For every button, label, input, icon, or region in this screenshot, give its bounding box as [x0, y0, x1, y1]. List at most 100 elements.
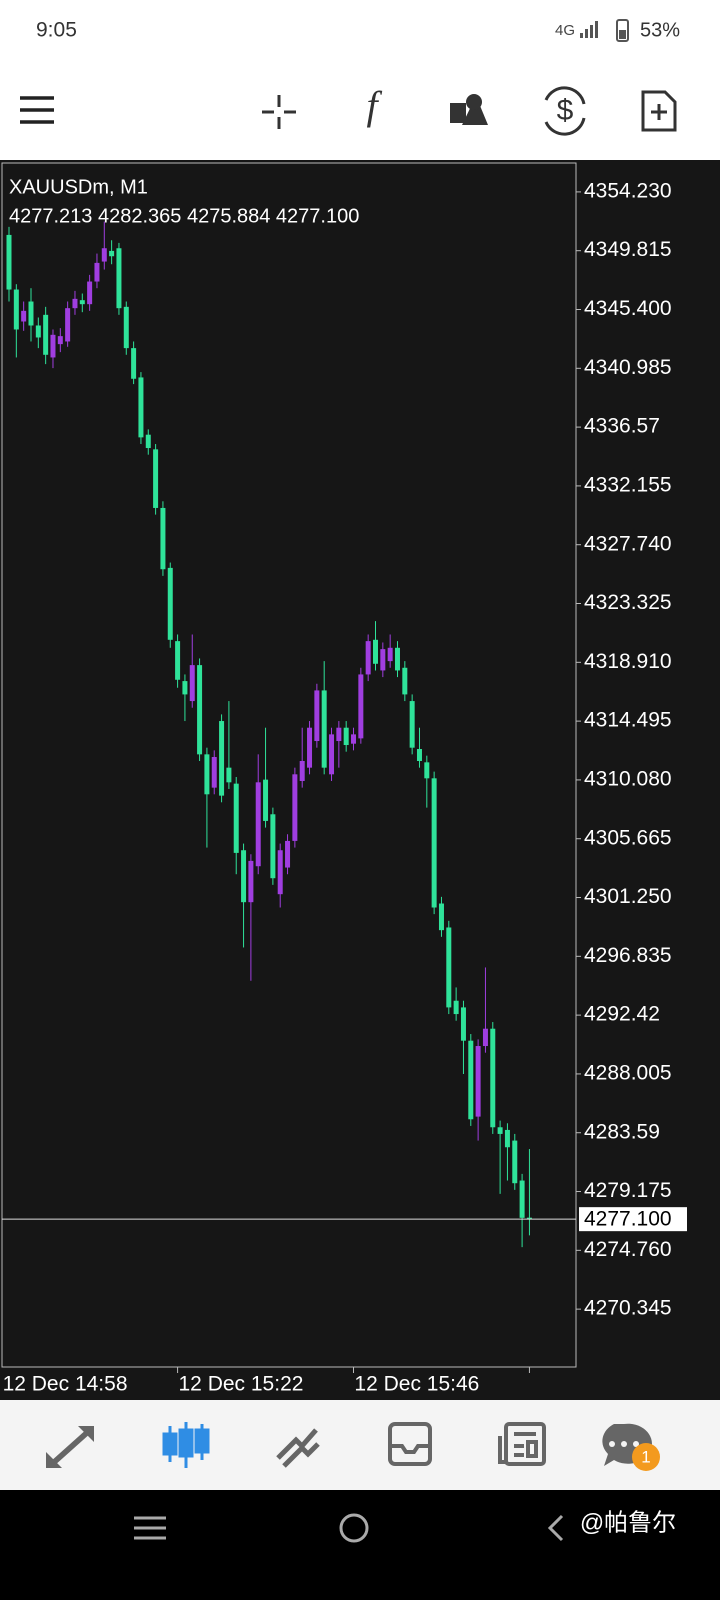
y-tick-label: 4310.080 [584, 767, 672, 790]
candle-body [490, 1028, 496, 1128]
candle-body [50, 334, 56, 358]
candle-body [519, 1180, 525, 1218]
y-tick-label: 4288.005 [584, 1061, 672, 1084]
candle-body [211, 757, 217, 788]
candle-body [321, 690, 327, 768]
candle-body [329, 734, 335, 775]
y-tick-label: 4270.345 [584, 1297, 672, 1320]
candle-body [526, 1217, 532, 1220]
top-area [0, 0, 720, 160]
candle-body [460, 1007, 466, 1041]
plot-frame [1, 162, 577, 1368]
candle-body [307, 727, 313, 768]
system-nav [0, 1490, 720, 1600]
candle-body [145, 434, 151, 449]
status-battery: 53% [640, 19, 680, 41]
y-tick-label: 4274.760 [584, 1238, 672, 1261]
candle-body [197, 665, 203, 755]
y-tick-label: 4340.985 [584, 356, 672, 379]
candle-body [79, 300, 85, 305]
candle-body [351, 734, 357, 744]
candle-body [336, 727, 342, 742]
candle-body [123, 306, 129, 349]
chat-badge [632, 1443, 660, 1471]
candle-body [167, 567, 173, 640]
candle-body [504, 1129, 510, 1148]
battery-level [619, 30, 626, 39]
y-tick-label: 4292.42 [584, 1003, 660, 1026]
candle-body [65, 308, 71, 342]
y-tick-label: 4283.59 [584, 1120, 660, 1143]
candle-body [233, 783, 239, 853]
home-button[interactable] [339, 1513, 369, 1543]
new-order-button[interactable] [641, 90, 677, 132]
candle-body [109, 250, 115, 257]
crosshair-button[interactable] [262, 95, 296, 129]
candle-body [87, 281, 93, 305]
candle-body [43, 314, 49, 355]
candle-body [72, 298, 78, 309]
y-tick-label: 4296.835 [584, 944, 672, 967]
candle-body [446, 927, 452, 1008]
candle-body [13, 289, 19, 330]
y-tick-label: 4323.325 [584, 591, 672, 614]
candle-body [402, 667, 408, 695]
x-tick-label: 12 Dec 15:22 [179, 1373, 304, 1396]
candle-body [153, 449, 159, 508]
candle-body [438, 903, 444, 931]
candle-body [475, 1046, 481, 1117]
bottom-nav [0, 1400, 720, 1490]
current-price-label: 4277.100 [584, 1208, 672, 1231]
candle-body [182, 681, 188, 695]
candle-body [270, 814, 276, 879]
candle-body [94, 262, 100, 282]
watermark: @帕鲁尔 [580, 1509, 676, 1536]
x-tick-label: 12 Dec 14:58 [3, 1373, 128, 1396]
candle-body [387, 647, 393, 662]
candle-body [175, 641, 181, 680]
candle-body [21, 310, 27, 322]
candle-body [285, 840, 291, 868]
candle-body [424, 762, 430, 779]
candle-body [468, 1040, 474, 1120]
y-tick-label: 4279.175 [584, 1179, 672, 1202]
trade-button[interactable]: $ [544, 86, 586, 136]
objects-button[interactable] [450, 94, 488, 125]
plot: 4354.230 4349.815 4345.400 4340.985 4336.57 4… [2, 179, 687, 1396]
candle-body [416, 749, 422, 762]
y-tick-label: 4345.400 [584, 297, 672, 320]
candle-body [101, 248, 107, 262]
candle-body [277, 850, 283, 895]
candle-body [365, 641, 371, 675]
y-tick-label: 4318.910 [584, 650, 672, 673]
news-tab[interactable] [498, 1422, 546, 1466]
quotes-tab[interactable] [46, 1426, 94, 1468]
candle-body [263, 779, 269, 821]
y-tick-label: 4301.250 [584, 885, 672, 908]
y-tick-label: 4314.495 [584, 709, 672, 732]
candle-body [358, 674, 364, 739]
candle-body [314, 690, 320, 742]
x-tick-label: 12 Dec 15:46 [354, 1373, 479, 1396]
candle-body [292, 774, 298, 841]
candle-body [343, 727, 349, 746]
battery-icon [616, 19, 629, 42]
back-button[interactable] [547, 1514, 564, 1542]
signal-icon [580, 21, 598, 38]
candle-body [131, 348, 137, 379]
chart-tab[interactable] [162, 1422, 210, 1468]
recents-button[interactable] [134, 1516, 166, 1540]
status-network: 4G [555, 22, 575, 39]
candle-body [160, 507, 166, 570]
menu-button[interactable] [20, 96, 54, 124]
candle-body [453, 1000, 459, 1015]
chat-badge-count: 1 [641, 1447, 650, 1466]
candle-body [28, 301, 34, 326]
trade-tab[interactable] [276, 1428, 320, 1468]
candle-body [241, 850, 247, 903]
history-tab[interactable] [388, 1422, 432, 1466]
candle-body [219, 721, 225, 796]
candle-body [512, 1140, 518, 1184]
